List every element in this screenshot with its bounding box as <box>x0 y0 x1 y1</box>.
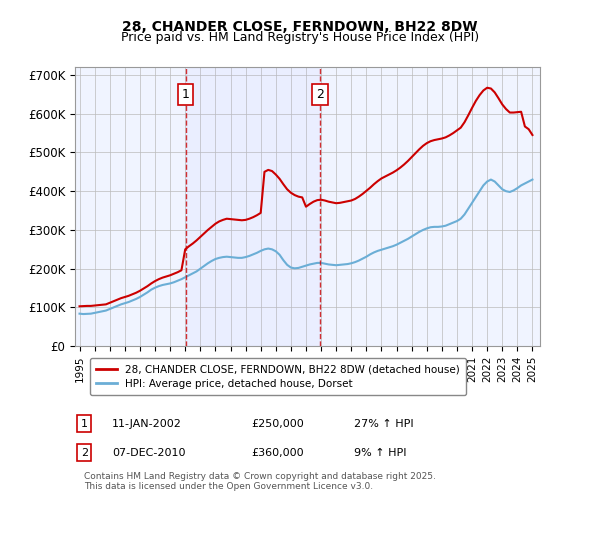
Bar <box>185 67 320 346</box>
Text: 2: 2 <box>81 448 88 458</box>
Text: 27% ↑ HPI: 27% ↑ HPI <box>354 418 413 428</box>
Text: 2: 2 <box>316 88 324 101</box>
Text: 11-JAN-2002: 11-JAN-2002 <box>112 418 182 428</box>
Legend: 28, CHANDER CLOSE, FERNDOWN, BH22 8DW (detached house), HPI: Average price, deta: 28, CHANDER CLOSE, FERNDOWN, BH22 8DW (d… <box>89 358 466 395</box>
Text: 07-DEC-2010: 07-DEC-2010 <box>112 448 186 458</box>
Text: Contains HM Land Registry data © Crown copyright and database right 2025.
This d: Contains HM Land Registry data © Crown c… <box>84 472 436 491</box>
Text: Price paid vs. HM Land Registry's House Price Index (HPI): Price paid vs. HM Land Registry's House … <box>121 31 479 44</box>
Text: 1: 1 <box>182 88 190 101</box>
Text: £250,000: £250,000 <box>252 418 304 428</box>
Text: 9% ↑ HPI: 9% ↑ HPI <box>354 448 407 458</box>
Text: £360,000: £360,000 <box>252 448 304 458</box>
Text: 1: 1 <box>81 418 88 428</box>
Text: 28, CHANDER CLOSE, FERNDOWN, BH22 8DW: 28, CHANDER CLOSE, FERNDOWN, BH22 8DW <box>122 20 478 34</box>
